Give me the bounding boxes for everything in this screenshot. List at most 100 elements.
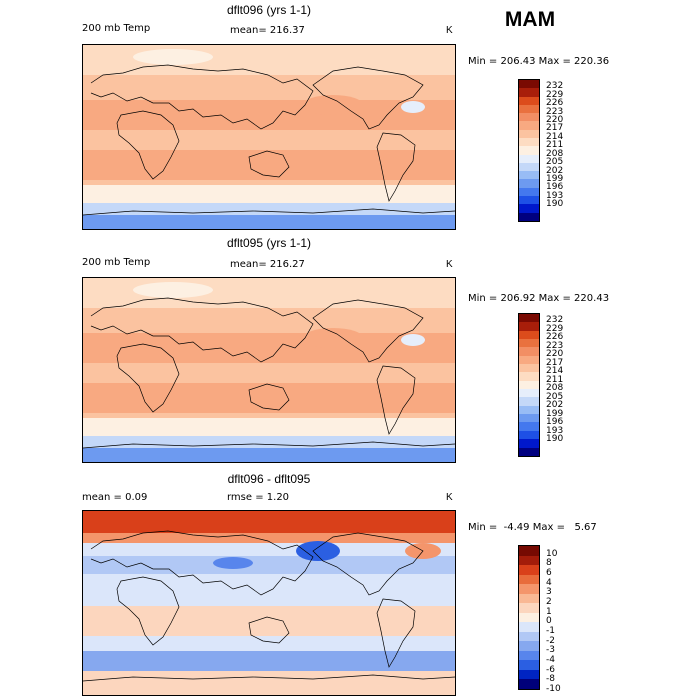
panel2-variable: 200 mb Temp bbox=[82, 257, 151, 268]
coastline bbox=[90, 297, 314, 363]
panel1-variable: 200 mb Temp bbox=[82, 23, 151, 34]
colorbar-swatch bbox=[519, 380, 539, 390]
colorbar-swatch bbox=[519, 631, 539, 642]
colorbar-swatch bbox=[519, 439, 539, 448]
coastline bbox=[116, 576, 180, 646]
field-band-negative-south bbox=[83, 651, 455, 671]
colorbar-swatch bbox=[519, 187, 539, 196]
panel3-colorbar bbox=[518, 545, 540, 690]
panel3-map bbox=[82, 510, 456, 696]
colorbar-tick-label: 211 bbox=[546, 140, 564, 151]
panel3-title: dflt096 - dflt095 bbox=[227, 472, 311, 486]
coastline bbox=[90, 64, 314, 130]
colorbar-tick-label: 226 bbox=[546, 332, 564, 343]
colorbar-tick-label: 202 bbox=[546, 165, 564, 176]
field-band-negative bbox=[83, 556, 455, 574]
colorbar-swatch bbox=[519, 129, 539, 138]
colorbar-tick-label: 6 bbox=[546, 568, 552, 578]
colorbar-swatch bbox=[519, 565, 539, 575]
colorbar-tick-label: 202 bbox=[546, 400, 564, 411]
colorbar-tick-label: 1 bbox=[546, 606, 552, 617]
colorbar-swatch bbox=[519, 679, 539, 689]
colorbar-tick-label: 193 bbox=[546, 190, 564, 201]
colorbar-swatch bbox=[519, 162, 539, 172]
colorbar-tick-label: 214 bbox=[546, 131, 564, 142]
colorbar-tick-label: 208 bbox=[546, 148, 564, 159]
panel1-units: K bbox=[446, 25, 453, 36]
coastline bbox=[83, 441, 455, 449]
colorbar-tick-label: -1 bbox=[546, 626, 555, 636]
field-band-arctic-edge bbox=[83, 533, 455, 543]
colorbar-swatch bbox=[519, 622, 539, 632]
colorbar-swatch bbox=[519, 212, 539, 221]
coastline bbox=[116, 343, 180, 413]
coastline bbox=[248, 383, 290, 411]
colorbar-swatch bbox=[519, 397, 539, 406]
colorbar-tick-label: 190 bbox=[546, 199, 564, 210]
field-cool-region bbox=[133, 49, 213, 65]
coastline bbox=[248, 150, 290, 178]
colorbar-tick-label: 232 bbox=[546, 81, 564, 92]
colorbar-swatch bbox=[519, 322, 539, 331]
colorbar-swatch bbox=[519, 430, 539, 440]
field-band-subtropics-south bbox=[83, 150, 455, 180]
colorbar-tick-label: 217 bbox=[546, 357, 564, 368]
colorbar-tick-label: 232 bbox=[546, 315, 564, 326]
colorbar-swatch bbox=[519, 669, 539, 680]
colorbar-swatch bbox=[519, 137, 539, 147]
colorbar-tick-label: 205 bbox=[546, 157, 564, 168]
colorbar-tick-label: 196 bbox=[546, 417, 564, 428]
colorbar-swatch bbox=[519, 555, 539, 566]
colorbar-tick-label: 205 bbox=[546, 391, 564, 402]
colorbar-swatch bbox=[519, 641, 539, 651]
colorbar-swatch bbox=[519, 171, 539, 180]
colorbar-tick-label: 229 bbox=[546, 323, 564, 334]
field-warm-region bbox=[303, 95, 363, 115]
field-band-subtropics-north bbox=[83, 100, 455, 130]
colorbar-tick-label: 211 bbox=[546, 374, 564, 385]
panel1-mean: mean= 216.37 bbox=[230, 25, 305, 36]
coastline bbox=[376, 365, 416, 435]
panel1-title: dflt096 (yrs 1-1) bbox=[226, 3, 312, 17]
colorbar-tick-label: 223 bbox=[546, 106, 564, 117]
panel1-map bbox=[82, 44, 456, 230]
panel3-mean: mean = 0.09 bbox=[82, 492, 148, 503]
colorbar-tick-label: 196 bbox=[546, 182, 564, 193]
field-warm-region bbox=[303, 328, 363, 348]
colorbar-swatch bbox=[519, 603, 539, 613]
panel3-minmax: Min = -4.49 Max = 5.67 bbox=[468, 522, 597, 533]
colorbar-swatch bbox=[519, 347, 539, 356]
colorbar-swatch bbox=[519, 447, 539, 456]
colorbar-tick-label: 190 bbox=[546, 434, 564, 445]
colorbar-tick-label: 3 bbox=[546, 587, 552, 598]
coastline bbox=[83, 674, 455, 682]
colorbar-swatch bbox=[519, 104, 539, 114]
colorbar-swatch bbox=[519, 650, 539, 661]
field-band-positive bbox=[83, 606, 455, 636]
colorbar-swatch bbox=[519, 355, 539, 365]
colorbar-swatch bbox=[519, 612, 539, 623]
field-cool-region bbox=[133, 282, 213, 298]
field-band-subpolar-south bbox=[83, 436, 455, 448]
field-band-subtropics-south bbox=[83, 383, 455, 413]
coastline bbox=[376, 598, 416, 668]
panel2-title: dflt095 (yrs 1-1) bbox=[226, 236, 312, 250]
colorbar-tick-label: 199 bbox=[546, 173, 564, 184]
field-band-subtropics-north bbox=[83, 333, 455, 363]
field-minimum bbox=[296, 541, 340, 561]
colorbar-tick-label: -8 bbox=[546, 674, 555, 685]
colorbar-tick-label: -4 bbox=[546, 655, 555, 665]
colorbar-swatch bbox=[519, 330, 539, 340]
colorbar-tick-label: 0 bbox=[546, 616, 552, 627]
colorbar-tick-label: 193 bbox=[546, 425, 564, 436]
colorbar-tick-label: 208 bbox=[546, 383, 564, 394]
colorbar-swatch bbox=[519, 96, 539, 105]
colorbar-swatch bbox=[519, 660, 539, 670]
colorbar-swatch bbox=[519, 389, 539, 398]
panel2-map bbox=[82, 277, 456, 463]
field-band-midlat-south bbox=[83, 418, 455, 436]
colorbar-swatch bbox=[519, 204, 539, 213]
field-band-polar-south bbox=[83, 448, 455, 462]
colorbar-tick-label: 2 bbox=[546, 597, 552, 607]
season-title: MAM bbox=[504, 8, 556, 31]
